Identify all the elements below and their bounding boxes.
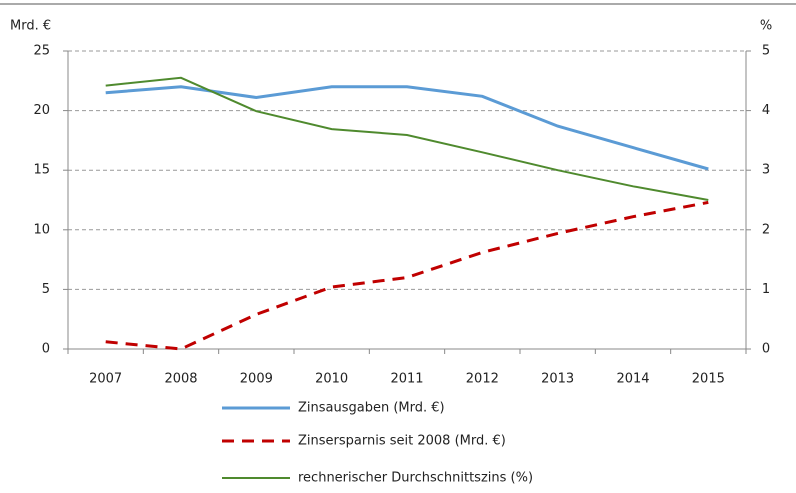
x-tick-label: 2009 [240,372,273,387]
x-tick-label: 2008 [164,372,197,387]
x-tick-label: 2015 [692,372,725,387]
x-tick-label: 2012 [466,372,499,387]
y-tick-label: 0 [42,342,50,357]
x-tick-label: 2011 [390,372,423,387]
y-tick-label: 10 [33,222,50,237]
series-line [105,200,709,351]
legend-label: Zinsausgaben (Mrd. €) [298,401,445,416]
y-tick-label: 15 [33,163,50,178]
y-tick-label: 20 [33,103,50,118]
legend-label: rechnerischer Durchschnittszins (%) [298,471,533,486]
series-line [105,76,709,201]
y2-tick-label: 4 [762,103,770,118]
y2-tick-label: 0 [762,342,770,357]
x-tick-label: 2014 [616,372,649,387]
y2-tick-label: 5 [762,44,770,59]
x-tick-label: 2013 [541,372,574,387]
x-tick-label: 2010 [315,372,348,387]
legend-label: Zinsersparnis seit 2008 (Mrd. €) [298,434,506,449]
y-tick-label: 25 [33,44,50,59]
series-line [105,85,709,171]
y-axis-label: Mrd. € [10,19,51,34]
y-tick-label: 5 [42,282,50,297]
y2-tick-label: 2 [762,222,770,237]
y2-axis-label: % [760,19,772,34]
y2-tick-label: 3 [762,163,770,178]
y2-tick-label: 1 [762,282,770,297]
x-tick-label: 2007 [89,372,122,387]
